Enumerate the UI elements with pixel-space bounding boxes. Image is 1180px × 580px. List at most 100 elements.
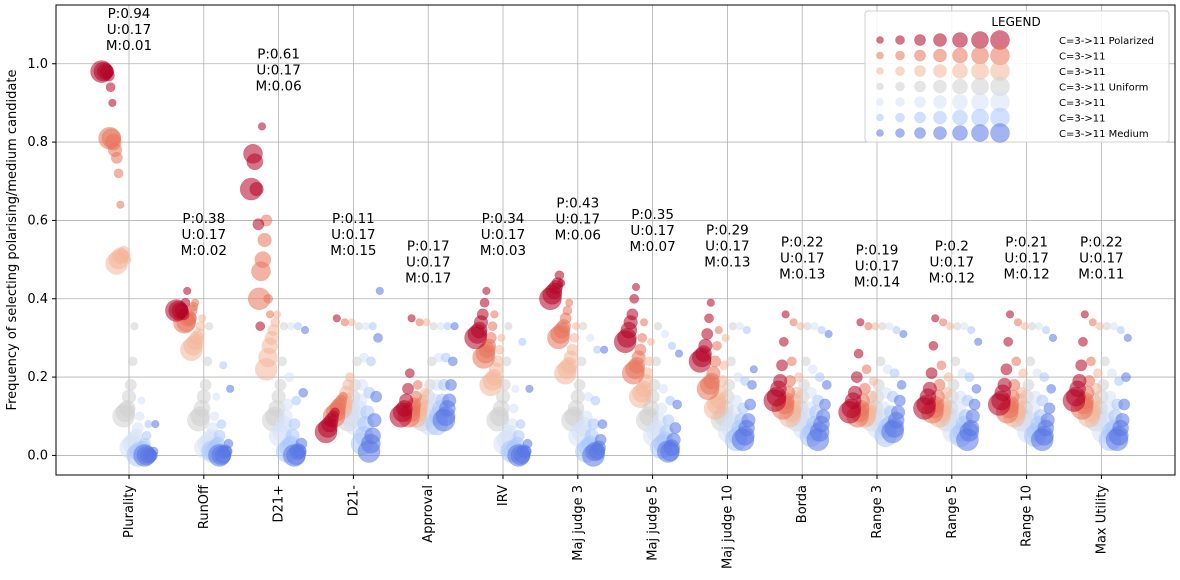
- annotation-line: P:0.94: [108, 6, 151, 22]
- annotation-line: U:0.17: [556, 211, 601, 227]
- data-point: [183, 286, 192, 296]
- data-point: [213, 429, 226, 442]
- legend-marker: [971, 77, 989, 96]
- legend-marker: [895, 50, 905, 61]
- data-point: [572, 322, 581, 331]
- data-point: [1022, 378, 1035, 391]
- data-point: [504, 322, 513, 331]
- data-point: [1107, 368, 1117, 379]
- legend-marker: [876, 67, 884, 75]
- y-tick-label: 0.0: [27, 448, 48, 463]
- data-point: [399, 393, 414, 408]
- data-point: [735, 322, 744, 331]
- data-point: [367, 413, 382, 428]
- annotation-line: M:0.06: [555, 227, 601, 243]
- data-point: [964, 372, 975, 382]
- y-tick-label: 1.0: [27, 57, 48, 72]
- data-point: [340, 318, 349, 327]
- data-point: [704, 313, 714, 324]
- data-point: [141, 430, 152, 441]
- data-point: [778, 336, 789, 347]
- legend-marker: [952, 32, 968, 48]
- annotation-line: U:0.17: [930, 254, 975, 270]
- annotation-line: U:0.17: [705, 239, 750, 255]
- data-point: [939, 318, 948, 327]
- data-point: [1018, 368, 1029, 379]
- legend-marker: [971, 93, 989, 111]
- data-point: [332, 314, 341, 323]
- data-point: [298, 387, 309, 398]
- data-point: [113, 168, 124, 179]
- annotation-line: M:0.17: [405, 270, 451, 286]
- data-point: [407, 314, 416, 323]
- data-point: [212, 392, 221, 401]
- x-tick-label: Plurality: [122, 485, 137, 538]
- data-point: [1104, 390, 1117, 403]
- data-point: [1109, 322, 1118, 331]
- data-point: [1043, 402, 1056, 415]
- data-point: [272, 310, 282, 319]
- annotation-line: M:0.12: [929, 270, 975, 286]
- data-point: [177, 308, 190, 321]
- data-point: [793, 372, 804, 382]
- data-point: [450, 322, 459, 331]
- annotation-line: U:0.17: [630, 223, 675, 239]
- data-point: [669, 422, 682, 434]
- annotation-line: U:0.17: [855, 258, 900, 274]
- data-point: [508, 403, 519, 414]
- legend-marker: [971, 108, 989, 127]
- data-point: [943, 372, 954, 382]
- data-point: [1025, 356, 1036, 367]
- data-point: [742, 326, 751, 335]
- data-point: [1080, 310, 1089, 319]
- data-point: [925, 367, 938, 380]
- data-point: [522, 438, 533, 449]
- data-point: [728, 322, 737, 331]
- data-point: [730, 394, 743, 407]
- annotation-line: M:0.11: [1078, 266, 1124, 282]
- x-tick-label: Range 10: [1020, 485, 1035, 547]
- x-tick-label: Range 3: [870, 485, 885, 539]
- data-point: [637, 332, 648, 343]
- data-point: [658, 383, 669, 394]
- data-point: [1000, 363, 1013, 376]
- legend-marker: [895, 81, 905, 92]
- data-point: [249, 182, 264, 197]
- legend-marker: [971, 62, 989, 80]
- legend-entry-label: C=3->11: [1059, 52, 1105, 63]
- data-point: [714, 326, 723, 335]
- data-point: [1095, 322, 1104, 331]
- data-point: [1075, 359, 1088, 372]
- data-point: [137, 396, 146, 405]
- legend-marker: [914, 111, 926, 124]
- data-point: [195, 321, 206, 332]
- annotation-line: P:0.29: [706, 223, 749, 239]
- annotation-line: P:0.61: [257, 46, 300, 62]
- data-point: [749, 365, 758, 374]
- data-point: [105, 82, 116, 93]
- data-point: [666, 432, 681, 447]
- data-point: [590, 395, 601, 406]
- legend-marker: [971, 124, 989, 142]
- annotation-line: M:0.13: [704, 255, 750, 271]
- data-point: [593, 345, 602, 354]
- data-points: [90, 60, 1132, 467]
- annotation-line: P:0.17: [407, 238, 450, 254]
- x-tick-label: IRV: [496, 485, 511, 506]
- data-point: [947, 378, 960, 391]
- data-point: [847, 385, 863, 400]
- legend-marker: [876, 129, 884, 137]
- x-axis-ticks: Plurality RunOff D21+ D21- Approval IRV Maj ju…: [122, 475, 1109, 569]
- x-tick-label: Max Utility: [1094, 485, 1109, 555]
- data-point: [479, 297, 490, 308]
- data-point: [968, 398, 981, 411]
- data-point: [338, 391, 348, 402]
- data-point: [196, 389, 211, 404]
- data-point: [110, 151, 123, 164]
- legend-marker: [952, 125, 968, 141]
- legend-marker: [952, 94, 968, 110]
- data-point: [429, 322, 438, 331]
- legend-marker: [914, 65, 926, 77]
- data-point: [1039, 372, 1050, 382]
- annotation-line: U:0.17: [1079, 250, 1124, 266]
